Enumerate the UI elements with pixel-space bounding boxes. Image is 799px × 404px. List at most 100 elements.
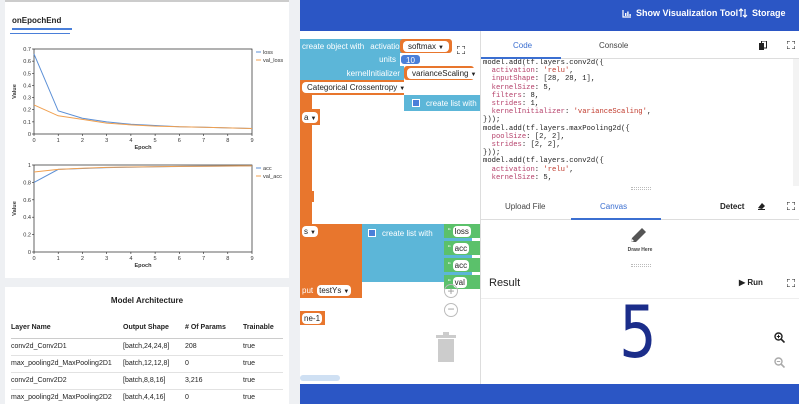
model-architecture-title: Model Architecture	[110, 296, 184, 305]
x-tick-label: 4	[129, 256, 132, 262]
code-property: filters	[491, 91, 522, 100]
tab-upload-file[interactable]: Upload File	[505, 202, 546, 211]
activation-block[interactable]: softmax ▼	[400, 39, 452, 53]
units-label: units	[379, 55, 396, 64]
code-text: model.add(tf.layers.conv2d({	[483, 157, 604, 166]
code-text	[483, 92, 492, 100]
x-tick-label: 8	[226, 138, 229, 144]
code-text: model.add(tf.layers.conv2d({	[483, 59, 604, 67]
test-ys-block[interactable]: put testYs ▼	[300, 282, 362, 298]
x-tick-label: 8	[226, 256, 229, 262]
orange-block-ne[interactable]: ne-1	[300, 311, 325, 325]
code-property: activation	[491, 165, 535, 174]
tab-underline	[10, 33, 70, 34]
y-axis-label: Value	[12, 201, 18, 216]
list-item-4-value: val	[452, 276, 467, 288]
code-text	[483, 174, 492, 182]
table-cell: 3,216	[185, 372, 243, 390]
code-property: kernelSize	[491, 173, 535, 182]
zoom-out-button[interactable]: −	[444, 303, 458, 317]
x-tick-label: 6	[178, 138, 181, 144]
y-tick-label: 0.5	[23, 71, 31, 77]
partial-ne-label: ne-1	[302, 312, 323, 324]
loss-dropdown[interactable]: Categorical Crossentropy ▼	[302, 82, 411, 93]
resize-handle[interactable]	[631, 187, 651, 190]
table-cell: conv2d_Conv2D2	[11, 372, 123, 390]
code-line: activation: 'relu',	[483, 67, 773, 75]
expand-corners-icon[interactable]	[457, 46, 465, 54]
create-object-label: create object with	[302, 41, 365, 51]
column-header: # Of Params	[185, 318, 243, 339]
code-line: kernelSize: 5,	[483, 174, 773, 182]
activation-dropdown[interactable]: softmax ▼	[403, 40, 449, 52]
eraser-icon[interactable]	[757, 202, 766, 210]
y-tick-label: 0.2	[23, 233, 31, 239]
kernel-initializer-dropdown[interactable]: varianceScaling ▼	[407, 67, 480, 79]
list-item-2[interactable]: “acc	[444, 241, 480, 255]
right-pane: Code Console model.add(tf.layers.conv2d(…	[480, 31, 799, 384]
code-text: :	[534, 67, 544, 76]
code-text	[483, 133, 492, 141]
sort-arrows-icon	[738, 8, 748, 18]
code-text	[483, 75, 492, 83]
partial-a-dropdown[interactable]: a ▼	[302, 111, 319, 123]
code-text: ,	[646, 108, 652, 117]
show-visualization-button[interactable]: Show Visualization Tool	[622, 8, 738, 18]
units-input[interactable]: 10	[400, 54, 421, 65]
kernel-initializer-value: varianceScaling	[412, 68, 469, 78]
column-header: Layer Name	[11, 318, 123, 339]
tab-console[interactable]: Console	[599, 41, 629, 50]
expand-corners-icon[interactable]	[787, 279, 795, 287]
trash-icon[interactable]	[435, 332, 457, 362]
partial-s-dropdown[interactable]: s ▼	[302, 225, 318, 237]
code-scrollbar[interactable]	[793, 59, 799, 186]
y-tick-label: 0.7	[23, 47, 31, 53]
tab-on-epoch-end[interactable]: onEpochEnd	[12, 16, 72, 30]
resize-handle[interactable]	[631, 264, 651, 267]
table-cell: true	[243, 389, 283, 404]
loss-block[interactable]: Categorical Crossentropy ▼	[300, 80, 411, 95]
y-tick-label: 0.2	[23, 108, 31, 114]
code-text: }));	[483, 149, 501, 158]
expand-corners-icon[interactable]	[787, 41, 795, 49]
storage-button[interactable]: Storage	[738, 8, 786, 18]
list-item-1[interactable]: “loss	[444, 224, 480, 238]
blockly-workspace[interactable]: create object with activation softmax ▼ u…	[300, 31, 480, 384]
units-block[interactable]: 10	[400, 53, 421, 66]
tab-canvas[interactable]: Canvas	[600, 202, 628, 211]
zoom-in-button[interactable]: +	[444, 284, 458, 298]
code-text: : 8,	[521, 91, 540, 100]
orange-block-a[interactable]: a ▼	[300, 109, 320, 125]
partial-a-value: a	[304, 112, 309, 122]
list-item-3-value: acc	[452, 259, 470, 271]
generated-code[interactable]: model.add(tf.layers.conv2d({ activation:…	[483, 59, 773, 186]
x-tick-label: 7	[202, 138, 205, 144]
zoom-out-icon[interactable]	[774, 357, 785, 368]
run-button[interactable]: ▶ Run	[739, 278, 763, 287]
gear-icon[interactable]	[412, 99, 420, 107]
test-ys-dropdown[interactable]: testYs ▼	[317, 284, 352, 296]
code-property: kernelSize	[491, 83, 535, 92]
detect-button[interactable]: Detect	[720, 202, 745, 211]
orange-block-s[interactable]: s ▼	[300, 224, 320, 238]
code-text: ,	[569, 165, 574, 174]
table-cell: true	[243, 355, 283, 373]
code-text: : [2, 2],	[526, 132, 565, 141]
horizontal-scrollbar[interactable]	[300, 375, 340, 381]
kernel-initializer-block[interactable]: varianceScaling ▼	[404, 66, 480, 80]
debug-panel: onEpochEnd 0 0.1 0.2 0.3 0.4 0.5 0.6 0.7 0 1 2 3 4 5 6…	[0, 0, 300, 404]
code-property: strides	[491, 141, 522, 150]
drawing-canvas[interactable]	[481, 221, 799, 263]
code-line: strides: [2, 2],	[483, 141, 773, 149]
tab-code[interactable]: Code	[513, 41, 533, 50]
plot-frame	[33, 48, 253, 135]
gear-icon[interactable]	[368, 229, 376, 237]
create-object-block[interactable]: create object with activation	[300, 39, 410, 53]
x-tick-label: 5	[154, 256, 157, 262]
create-list-block-top[interactable]: create list with	[404, 95, 480, 111]
zoom-in-icon[interactable]	[774, 332, 785, 343]
y-tick-label: 0.6	[23, 59, 31, 65]
expand-corners-icon[interactable]	[787, 202, 795, 210]
list-item-3[interactable]: “acc	[444, 258, 480, 272]
copy-icon[interactable]	[759, 41, 767, 50]
